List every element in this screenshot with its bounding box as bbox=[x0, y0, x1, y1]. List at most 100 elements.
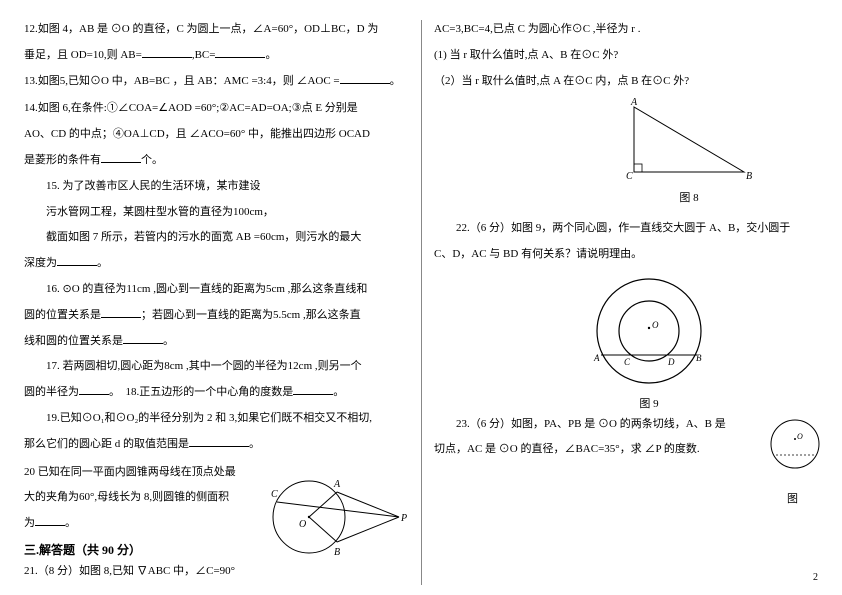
q17b: 圆的半径为 bbox=[24, 386, 79, 398]
q14-text4: 个。 bbox=[141, 154, 163, 166]
label-D: D bbox=[667, 357, 675, 367]
q19b: 那么它们的圆心距 d 的取值范围是 bbox=[24, 438, 189, 450]
question-15b: 污水管网工程，某圆柱型水管的直径为100cm， bbox=[24, 203, 409, 223]
label-B: B bbox=[746, 171, 752, 182]
question-19b: 那么它们的圆心距 d 的取值范围是 。 bbox=[24, 435, 409, 455]
label-C: C bbox=[271, 489, 278, 500]
question-14c: 是菱形的条件有 个。 bbox=[24, 151, 409, 171]
q12-text1: 12.如图 4，AB 是 ⊙O 的直径，C 为圆上一点，∠A=60°，OD⊥BC… bbox=[24, 23, 378, 35]
q16d: 线和圆的位置关系是 bbox=[24, 335, 123, 347]
q15a: 15. 为了改善市区人民的生活环境，某市建设 bbox=[46, 180, 261, 192]
question-22a: 22.（6 分）如图 9，两个同心圆，作一直线交大圆于 A、B，交小圆于 bbox=[434, 219, 818, 239]
question-19a: 19.已知⊙O₁和⊙O₂的半径分别为 2 和 3,如果它们既不相交又不相切, bbox=[24, 409, 409, 429]
q16e: 。 bbox=[163, 335, 174, 347]
fig-side: 图 bbox=[787, 493, 798, 505]
figure-q20: A B C O P bbox=[259, 467, 409, 567]
question-17a: 17. 若两圆相切,圆心距为8cm ,其中一个圆的半径为12cm ,则另一个 bbox=[24, 357, 409, 377]
r2-text: (1) 当 r 取什么值时,点 A、B 在⊙C 外? bbox=[434, 49, 618, 61]
q15e: 。 bbox=[97, 257, 108, 269]
label-P: P bbox=[400, 513, 407, 524]
blank bbox=[123, 332, 163, 344]
figure-23: O bbox=[766, 417, 824, 471]
q22a: 22.（6 分）如图 9，两个同心圆，作一直线交大圆于 A、B，交小圆于 bbox=[456, 222, 790, 234]
q15c: 截面如图 7 所示，若管内的污水的面宽 AB =60cm，则污水的最大 bbox=[46, 231, 361, 243]
q16a: 16. ⊙O 的直径为11cm ,圆心到一直线的距离为5cm ,那么这条直线和 bbox=[46, 283, 367, 295]
blank bbox=[142, 46, 192, 58]
small-circle-diagram: O bbox=[766, 417, 824, 471]
question-16b: 圆的位置关系是 ；若圆心到一直线的距离为5.5cm ,那么这条直 bbox=[24, 306, 409, 326]
question-14b: AO、CD 的中点；④OA⊥CD，且 ∠ACO=60° 中，能推出四边形 OCA… bbox=[24, 125, 409, 145]
q23a: 23.（6 分）如图，PA、PB 是 ⊙O 的两条切线，A、B 是 bbox=[456, 418, 726, 430]
concentric-circles-diagram: O A C D B bbox=[574, 273, 724, 393]
q21: 21.（8 分）如图 8,已知 ∇ABC 中，∠C=90° bbox=[24, 565, 235, 577]
r1-text: AC=3,BC=4,已点 C 为圆心作⊙C ,半径为 r . bbox=[434, 23, 640, 35]
fig9-label: 图 9 bbox=[574, 395, 724, 415]
left-column: 12.如图 4，AB 是 ⊙O 的直径，C 为圆上一点，∠A=60°，OD⊥BC… bbox=[24, 20, 421, 585]
q18a: 18.正五边形的一个中心角的度数是 bbox=[126, 386, 294, 398]
q14-text2: AO、CD 的中点；④OA⊥CD，且 ∠ACO=60° 中，能推出四边形 OCA… bbox=[24, 128, 370, 140]
q19a: 19.已知⊙O₁和⊙O₂的半径分别为 2 和 3,如果它们既不相交又不相切, bbox=[46, 412, 372, 424]
question-12b: 垂足，且 OD=10,则 AB= ,BC= 。 bbox=[24, 46, 409, 66]
blank bbox=[79, 383, 109, 395]
fig8-label: 图 8 bbox=[614, 189, 764, 209]
q13-text2: 。 bbox=[390, 75, 401, 87]
question-14: 14.如图 6,在条件:①∠COA=∠AOD =60°;②AC=AD=OA;③点… bbox=[24, 99, 409, 119]
question-15d: 深度为 。 bbox=[24, 254, 409, 274]
label-C: C bbox=[626, 171, 633, 182]
blank bbox=[101, 151, 141, 163]
q16b: 圆的位置关系是 bbox=[24, 309, 101, 321]
q20c: 为 bbox=[24, 517, 35, 529]
question-23a: 23.（6 分）如图，PA、PB 是 ⊙O 的两条切线，A、B 是 bbox=[434, 415, 818, 435]
q20a: 20 已知在同一平面内圆锥两母线在顶点处最 bbox=[24, 466, 236, 478]
circle-tangent-diagram: A B C O P bbox=[259, 467, 409, 567]
q15b: 污水管网工程，某圆柱型水管的直径为100cm， bbox=[46, 206, 274, 218]
q16c: ；若圆心到一直线的距离为5.5cm ,那么这条直 bbox=[141, 309, 361, 321]
page-number: 2 bbox=[813, 569, 818, 587]
right-column: AC=3,BC=4,已点 C 为圆心作⊙C ,半径为 r . (1) 当 r 取… bbox=[421, 20, 818, 585]
label-B: B bbox=[334, 547, 340, 558]
blank bbox=[189, 435, 249, 447]
question-17b: 圆的半径为。 18.正五边形的一个中心角的度数是。 bbox=[24, 383, 409, 403]
blank bbox=[35, 514, 65, 526]
question-15a: 15. 为了改善市区人民的生活环境，某市建设 bbox=[24, 177, 409, 197]
q23b: 切点，AC 是 ⊙O 的直径，∠BAC=35°，求 ∠P 的度数. bbox=[434, 443, 700, 455]
page-container: 12.如图 4，AB 是 ⊙O 的直径，C 为圆上一点，∠A=60°，OD⊥BC… bbox=[0, 0, 842, 595]
fig-side-label: 图 bbox=[434, 490, 818, 510]
label-O: O bbox=[652, 320, 659, 330]
q12-text3: ,BC= bbox=[192, 49, 216, 61]
blank bbox=[293, 383, 333, 395]
q20d: 。 bbox=[65, 517, 76, 529]
q12-text4: 。 bbox=[265, 49, 276, 61]
figure-9: O A C D B 图 9 bbox=[574, 273, 724, 415]
blank bbox=[340, 72, 390, 84]
question-22b: C、D，AC 与 BD 有何关系？请说明理由。 bbox=[434, 245, 818, 265]
r1: AC=3,BC=4,已点 C 为圆心作⊙C ,半径为 r . bbox=[434, 20, 818, 40]
label-A: A bbox=[593, 353, 600, 363]
q17a: 17. 若两圆相切,圆心距为8cm ,其中一个圆的半径为12cm ,则另一个 bbox=[46, 360, 362, 372]
q14-text3: 是菱形的条件有 bbox=[24, 154, 101, 166]
question-16d: 线和圆的位置关系是 。 bbox=[24, 332, 409, 352]
r2: (1) 当 r 取什么值时,点 A、B 在⊙C 外? bbox=[434, 46, 818, 66]
q20b: 大的夹角为60°,母线长为 8,则圆锥的侧面积 bbox=[24, 491, 229, 503]
q12-text2: 垂足，且 OD=10,则 AB= bbox=[24, 49, 142, 61]
q19c: 。 bbox=[249, 438, 260, 450]
q13-text: 13.如图5,已知⊙O 中，AB=BC ，且 AB：AMC =3:4，则 ∠AO… bbox=[24, 75, 340, 87]
q15d: 深度为 bbox=[24, 257, 57, 269]
question-12: 12.如图 4，AB 是 ⊙O 的直径，C 为圆上一点，∠A=60°，OD⊥BC… bbox=[24, 20, 409, 40]
r3: （2）当 r 取什么值时,点 A 在⊙C 内，点 B 在⊙C 外? bbox=[434, 72, 818, 92]
right-triangle-diagram: A C B bbox=[614, 97, 764, 187]
label-B: B bbox=[696, 353, 702, 363]
question-16a: 16. ⊙O 的直径为11cm ,圆心到一直线的距离为5cm ,那么这条直线和 bbox=[24, 280, 409, 300]
question-23b: 切点，AC 是 ⊙O 的直径，∠BAC=35°，求 ∠P 的度数. bbox=[434, 440, 818, 460]
blank bbox=[101, 306, 141, 318]
q17c: 。 bbox=[109, 386, 120, 398]
r3-text: （2）当 r 取什么值时,点 A 在⊙C 内，点 B 在⊙C 外? bbox=[434, 75, 689, 87]
question-13: 13.如图5,已知⊙O 中，AB=BC ，且 AB：AMC =3:4，则 ∠AO… bbox=[24, 72, 409, 92]
figure-8: A C B 图 8 bbox=[614, 97, 764, 209]
blank bbox=[57, 254, 97, 266]
label-C: C bbox=[624, 357, 631, 367]
q22b: C、D，AC 与 BD 有何关系？请说明理由。 bbox=[434, 248, 642, 260]
label-O: O bbox=[299, 519, 306, 530]
question-15c: 截面如图 7 所示，若管内的污水的面宽 AB =60cm，则污水的最大 bbox=[24, 228, 409, 248]
blank bbox=[215, 46, 265, 58]
